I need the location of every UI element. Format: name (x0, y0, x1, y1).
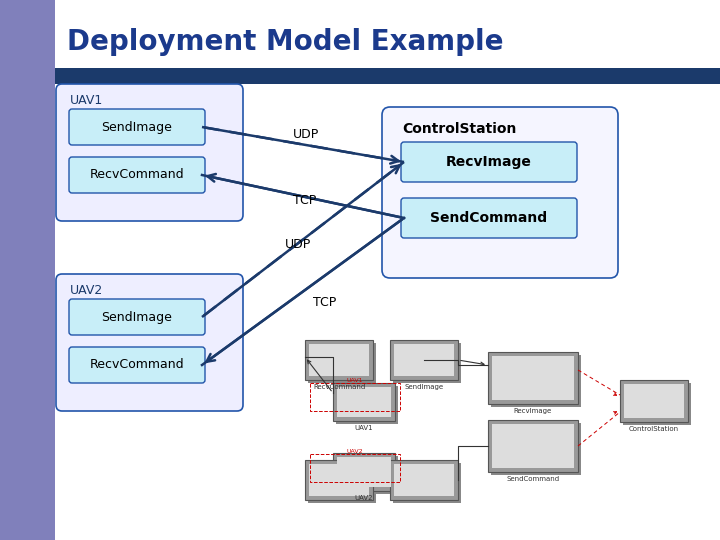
Text: UAV1: UAV1 (70, 94, 103, 107)
Bar (308, 463, 376, 503)
Text: UAV2: UAV2 (355, 495, 373, 501)
Text: TCP: TCP (293, 194, 316, 207)
Text: SendImage: SendImage (102, 120, 172, 133)
Bar (305, 340, 373, 380)
Text: RecvCommand: RecvCommand (90, 168, 184, 181)
Text: SendImage: SendImage (405, 384, 444, 390)
Text: ControlStation: ControlStation (402, 122, 516, 136)
Bar (333, 453, 395, 491)
FancyBboxPatch shape (56, 84, 243, 221)
Bar (394, 464, 454, 496)
Bar (337, 387, 391, 417)
FancyBboxPatch shape (69, 299, 205, 335)
Bar (309, 344, 369, 376)
Bar (620, 380, 688, 422)
Bar (488, 352, 578, 404)
Text: Deployment Model Example: Deployment Model Example (67, 28, 503, 56)
Bar (337, 457, 391, 487)
Text: RecvCommand: RecvCommand (313, 384, 365, 390)
Bar (305, 460, 373, 500)
Text: RecvImage: RecvImage (446, 155, 532, 169)
Text: ControlStation: ControlStation (629, 426, 679, 432)
Text: UAV2: UAV2 (347, 449, 364, 454)
Bar (492, 356, 574, 400)
Text: RecvImage: RecvImage (514, 408, 552, 414)
FancyBboxPatch shape (382, 107, 618, 278)
Bar (310, 383, 400, 411)
FancyBboxPatch shape (401, 198, 577, 238)
Bar (390, 460, 458, 500)
Bar (336, 456, 398, 494)
Text: UAV1: UAV1 (355, 425, 373, 431)
Bar (308, 343, 376, 383)
Text: RecvCommand: RecvCommand (90, 359, 184, 372)
Text: UAV1: UAV1 (347, 378, 364, 383)
Text: UDP: UDP (285, 238, 311, 251)
Bar (624, 384, 684, 418)
Bar (310, 454, 400, 482)
FancyBboxPatch shape (69, 347, 205, 383)
Bar (491, 355, 581, 407)
Bar (623, 383, 691, 425)
Bar (336, 386, 398, 424)
FancyBboxPatch shape (69, 109, 205, 145)
Bar (390, 340, 458, 380)
Bar (488, 420, 578, 472)
Bar (333, 383, 395, 421)
Text: TCP: TCP (313, 295, 336, 308)
FancyBboxPatch shape (401, 142, 577, 182)
FancyBboxPatch shape (56, 274, 243, 411)
FancyBboxPatch shape (69, 157, 205, 193)
Text: SendCommand: SendCommand (506, 476, 559, 482)
Bar (393, 463, 461, 503)
Text: SendImage: SendImage (102, 310, 172, 323)
Text: SendCommand: SendCommand (431, 211, 548, 225)
Bar (393, 343, 461, 383)
Bar (55, 68, 720, 84)
Text: UDP: UDP (293, 129, 319, 141)
Bar (309, 464, 369, 496)
Text: UAV2: UAV2 (70, 285, 103, 298)
Bar (491, 423, 581, 475)
Bar (492, 424, 574, 468)
Bar (394, 344, 454, 376)
Bar (0, 0, 55, 540)
